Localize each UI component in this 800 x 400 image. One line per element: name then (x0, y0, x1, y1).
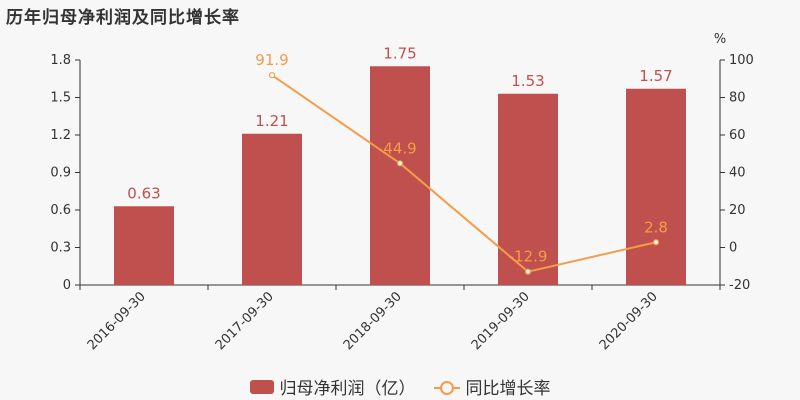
legend: 归母净利润（亿） 同比增长率 (0, 374, 800, 399)
y-left-tick-label: 0.6 (50, 203, 71, 218)
bar-value-label: 0.63 (127, 184, 160, 202)
y-right-tick-label: 40 (729, 166, 746, 181)
line-value-label: 2.8 (644, 218, 668, 236)
legend-item-line[interactable]: 同比增长率 (433, 374, 551, 399)
line-point (396, 160, 404, 167)
y-left-tick-label: 0.3 (50, 241, 71, 256)
x-tick-label: 2020-09-30 (597, 289, 661, 353)
x-tick-label: 2018-09-30 (341, 289, 405, 353)
line-value-label: 44.9 (383, 139, 416, 157)
y-right-unit: % (714, 32, 726, 47)
y-right-tick-label: 20 (729, 203, 746, 218)
bar-value-label: 1.53 (511, 72, 544, 90)
y-left-tick-label: 1.5 (50, 91, 71, 106)
y-right-tick-label: 0 (729, 241, 737, 256)
y-left-tick-label: 0.9 (50, 166, 71, 181)
y-left-tick-label: 1.2 (50, 128, 71, 143)
bar (498, 93, 558, 285)
bar-value-label: 1.21 (255, 112, 288, 130)
legend-bar-swatch (249, 379, 274, 394)
y-left-tick-label: 1.8 (50, 53, 71, 68)
line-point (524, 268, 532, 275)
y-left-tick-label: 0 (63, 278, 71, 293)
bar-value-label: 1.75 (383, 44, 416, 62)
line-point (268, 72, 276, 79)
bar-value-label: 1.57 (639, 67, 672, 85)
legend-line-swatch (433, 380, 460, 395)
bar (242, 133, 302, 285)
y-right-tick-label: 60 (729, 128, 746, 143)
legend-bar-label: 归母净利润（亿） (279, 379, 416, 399)
legend-line-label: 同比增长率 (465, 379, 551, 399)
chart-svg: 0 0.3 0.6 0.9 1.2 1.5 1.8 -20 0 20 40 60 80 100% 2016-… (50, 32, 754, 353)
chart-title: 历年归母净利润及同比增长率 (6, 8, 240, 28)
y-right-tick-label: 80 (729, 91, 746, 106)
y-right-tick-label: 100 (729, 53, 754, 68)
bar (370, 66, 430, 285)
line-value-label: 91.9 (255, 51, 288, 69)
x-tick-label: 2017-09-30 (213, 289, 277, 353)
line-point (652, 239, 660, 246)
y-right-tick-label: -20 (729, 278, 750, 293)
bar (626, 88, 686, 285)
growth-line (271, 74, 657, 273)
bar (114, 206, 174, 285)
x-tick-label: 2016-09-30 (85, 289, 149, 353)
line-value-label: -12.9 (509, 248, 548, 266)
legend-item-bar[interactable]: 归母净利润（亿） (249, 374, 416, 399)
x-tick-label: 2019-09-30 (469, 289, 533, 353)
